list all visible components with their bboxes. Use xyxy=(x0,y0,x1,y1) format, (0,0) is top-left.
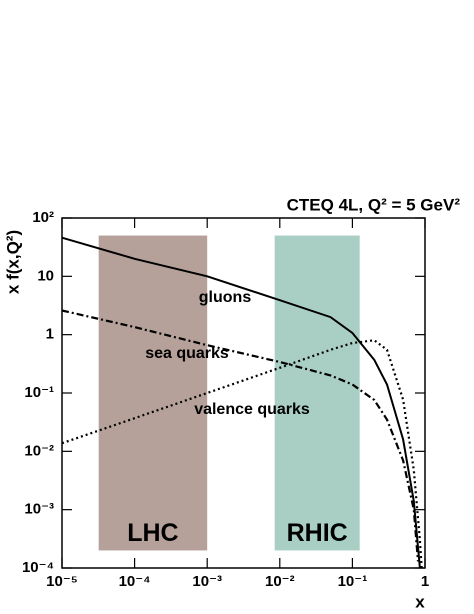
x-tick-label: 10⁻¹ xyxy=(338,573,368,590)
series-line xyxy=(61,339,423,569)
y-axis-label: x f(x,Q²) xyxy=(3,230,22,294)
x-tick-label: 1 xyxy=(421,573,429,590)
series-label: sea quarks xyxy=(145,345,229,362)
x-tick-label: 10⁻⁵ xyxy=(46,573,78,590)
series-label: gluons xyxy=(199,289,252,306)
y-tick-label: 10⁻² xyxy=(24,442,54,459)
y-tick-label: 1 xyxy=(46,326,54,343)
region-band xyxy=(274,235,360,551)
x-tick-label: 10⁻⁴ xyxy=(119,573,151,590)
y-tick-label: 10⁻⁴ xyxy=(22,559,54,576)
series-line xyxy=(61,236,421,569)
region-band xyxy=(98,235,208,551)
x-tick-label: 10⁻³ xyxy=(192,573,222,590)
y-tick-label: 10⁻³ xyxy=(24,501,54,518)
y-tick-label: 10² xyxy=(32,209,54,226)
x-axis-label: x xyxy=(415,592,425,611)
series-line xyxy=(61,309,420,562)
y-tick-label: 10⁻¹ xyxy=(24,384,54,401)
region-label: RHIC xyxy=(287,519,348,547)
series-label: valence quarks xyxy=(194,401,310,418)
region-label: LHC xyxy=(127,519,178,547)
x-tick-label: 10⁻² xyxy=(265,573,295,590)
chart-title: CTEQ 4L, Q² = 5 GeV² xyxy=(287,195,461,214)
y-tick-label: 10 xyxy=(37,267,54,284)
